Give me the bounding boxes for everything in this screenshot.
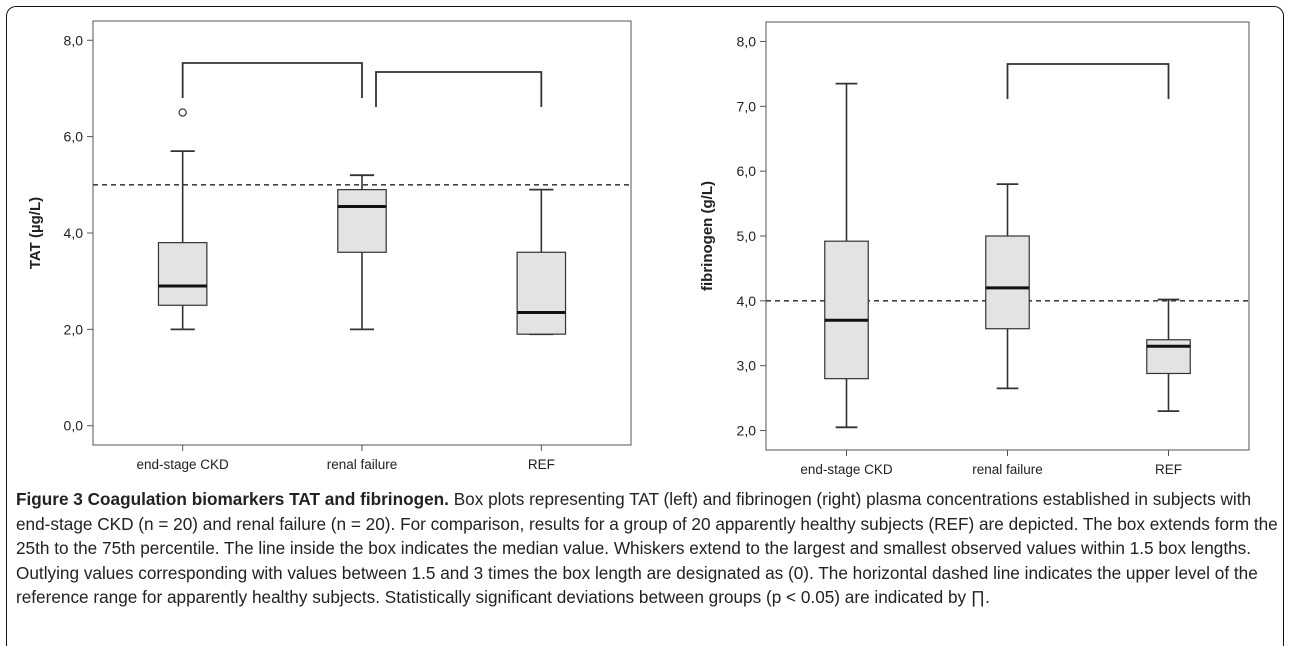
- y-tick-label: 6,0: [737, 163, 757, 179]
- y-tick-label: 2,0: [64, 321, 84, 337]
- significance-bracket: [181, 62, 363, 98]
- x-tick-label: end-stage CKD: [800, 462, 893, 477]
- box-rect: [985, 235, 1030, 330]
- y-tick-label: 4,0: [64, 225, 84, 241]
- y-tick-label: 8,0: [64, 32, 84, 48]
- figure-caption: Figure 3 Coagulation biomarkers TAT and …: [16, 487, 1278, 610]
- figure-frame: [6, 6, 1284, 646]
- box-3: [516, 188, 567, 336]
- x-tick-label: REF: [528, 457, 555, 472]
- x-tick-label: renal failure: [972, 462, 1043, 477]
- x-tick-label: REF: [1155, 462, 1182, 477]
- y-tick-label: 5,0: [737, 228, 757, 244]
- caption-title: Figure 3 Coagulation biomarkers TAT and …: [16, 489, 449, 509]
- y-tick-label: 2,0: [737, 423, 757, 439]
- box-rect: [516, 251, 567, 335]
- chart-2: 2,0 3,0 4,0 5,0 6,0 7,0 8,0 fibrinogen (g/L) end…: [699, 21, 1250, 477]
- y-axis-label: fibrinogen (g/L): [699, 181, 716, 291]
- figure-charts: 0,0 2,0 4,0 6,0 8,0 TAT (µg/L) end-stage CKD re…: [27, 20, 1250, 477]
- y-tick-label: 8,0: [737, 33, 757, 49]
- x-tick-label: end-stage CKD: [137, 457, 230, 472]
- outlier-point: [178, 108, 187, 117]
- box-2: [985, 183, 1030, 390]
- box-rect: [337, 189, 387, 253]
- box-rect: [824, 240, 869, 380]
- significance-bracket: [375, 71, 543, 107]
- chart-1: 0,0 2,0 4,0 6,0 8,0 TAT (µg/L) end-stage CKD re…: [27, 20, 632, 472]
- y-tick-label: 3,0: [737, 358, 757, 374]
- y-tick-label: 7,0: [737, 98, 757, 114]
- box-3: [1146, 298, 1191, 412]
- box-1: [824, 82, 869, 429]
- x-tick-label: renal failure: [327, 457, 398, 472]
- box-2: [337, 174, 387, 331]
- box-rect: [157, 242, 208, 306]
- y-axis-label: TAT (µg/L): [27, 197, 44, 269]
- y-tick-label: 0,0: [64, 418, 84, 434]
- y-tick-label: 4,0: [737, 293, 757, 309]
- y-tick-label: 6,0: [64, 129, 84, 145]
- significance-bracket: [1006, 63, 1170, 99]
- caption-text: Box plots representing TAT (left) and fi…: [16, 489, 1278, 607]
- box-1: [157, 108, 208, 331]
